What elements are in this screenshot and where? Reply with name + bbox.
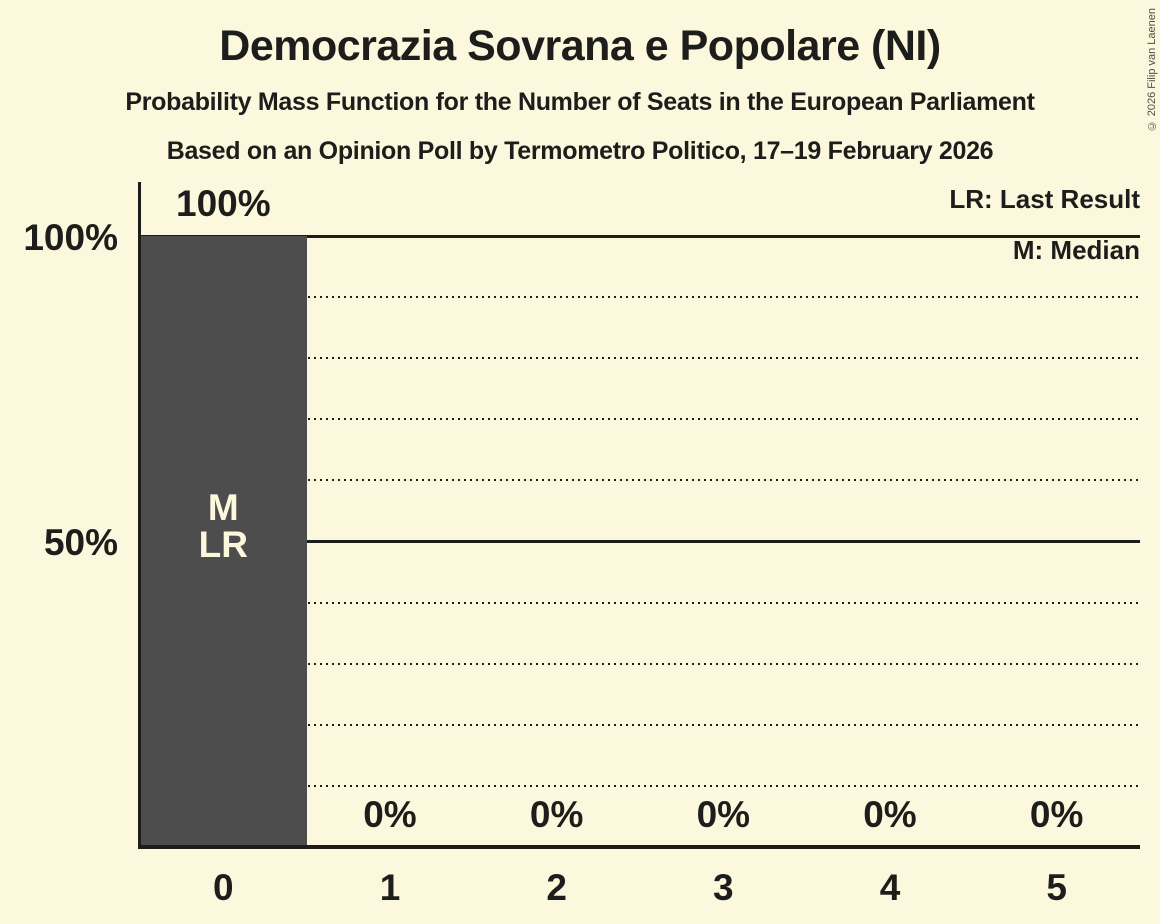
x-axis-tick-2: 2 [546, 867, 567, 908]
value-label-seats-0: 100% [176, 183, 271, 224]
gridline-40-dotted [140, 601, 1140, 604]
gridline-30-dotted [140, 662, 1140, 665]
y-axis-tick-100: 100% [23, 217, 118, 258]
value-label-seats-4: 0% [863, 794, 917, 835]
bar-seats-0 [140, 236, 307, 847]
x-axis-tick-0: 0 [213, 867, 234, 908]
copyright-notice: © 2026 Filip van Laenen [1146, 8, 1158, 132]
gridline-20-dotted [140, 723, 1140, 726]
x-axis-line [138, 845, 1140, 849]
y-axis-tick-50: 50% [43, 522, 118, 563]
x-axis-tick-3: 3 [713, 867, 734, 908]
gridline-70-dotted [140, 418, 1140, 421]
x-axis-tick-4: 4 [879, 867, 901, 908]
value-label-seats-5: 0% [1029, 794, 1084, 835]
gridline-80-dotted [140, 357, 1140, 360]
y-axis-line [138, 182, 141, 848]
value-label-seats-3: 0% [696, 794, 751, 835]
chart-subtitle: Probability Mass Function for the Number… [125, 88, 1035, 116]
median-last-result-annotation: M LR [198, 487, 248, 565]
value-label-seats-2: 0% [529, 794, 584, 835]
legend-median: M: Median [1012, 235, 1140, 265]
value-label-seats-1: 0% [363, 794, 417, 835]
gridline-10-dotted [140, 784, 1140, 787]
x-axis-tick-1: 1 [379, 867, 401, 908]
gridline-60-dotted [140, 479, 1140, 482]
chart-title: Democrazia Sovrana e Popolare (NI) [219, 22, 941, 70]
chart-source-subtitle: Based on an Opinion Poll by Termometro P… [166, 137, 994, 165]
plot-area: 100% 0% 0% 0% 0% 0% M LR [140, 184, 1140, 847]
gridline-90-dotted [140, 296, 1140, 299]
gridline-100-solid [140, 234, 1140, 238]
legend-last-result: LR: Last Result [949, 184, 1140, 214]
x-axis-tick-5: 5 [1046, 867, 1067, 908]
gridline-50-solid [140, 540, 1140, 543]
